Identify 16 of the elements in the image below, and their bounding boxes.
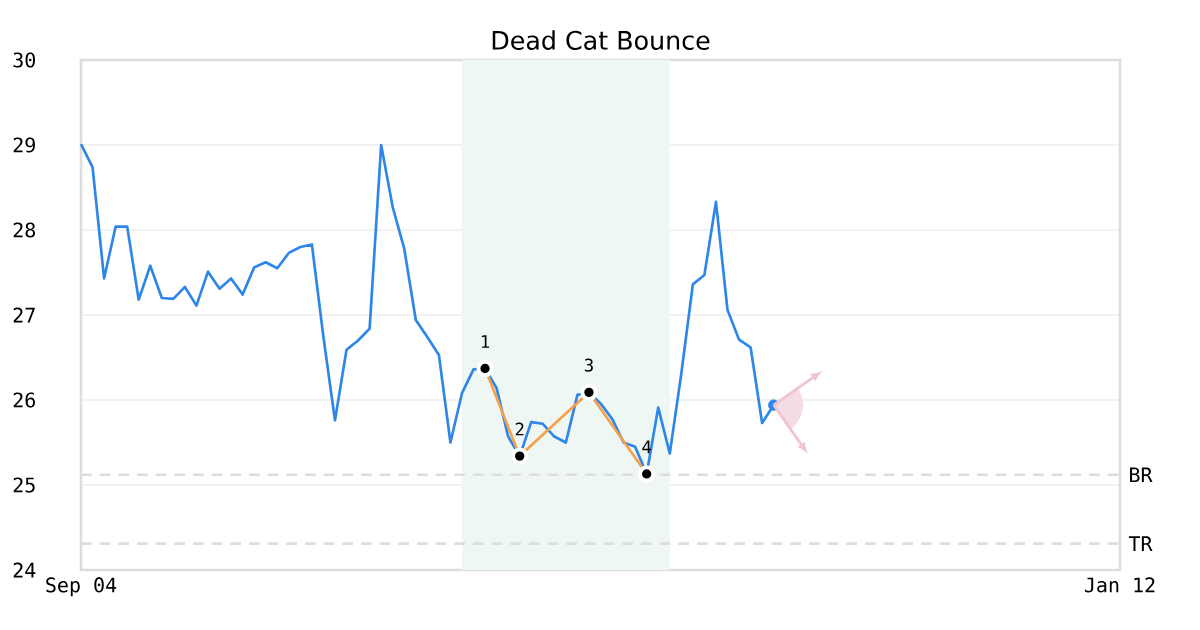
y-tick-label: 24 [13, 562, 36, 578]
chart-title: Dead Cat Bounce [492, 30, 710, 50]
y-tick-label: 29 [13, 137, 35, 153]
y-tick-label: 30 [13, 52, 35, 68]
annotation: 1 [481, 335, 490, 348]
x-tick-label: Sep 04 [46, 577, 117, 597]
y-tick-label: 26 [13, 392, 35, 408]
y-tick-label: 28 [13, 222, 35, 238]
y-tick-label: 27 [13, 307, 35, 323]
annotation: 4 [642, 440, 652, 454]
annotation: 3 [584, 358, 593, 372]
x-tick-label: Jan 12 [1084, 577, 1155, 593]
y-tick-label: 25 [13, 477, 35, 493]
ref-line-label: TR [1128, 536, 1153, 551]
annotation: 2 [515, 422, 524, 436]
ref-line-label: BR [1130, 467, 1153, 483]
